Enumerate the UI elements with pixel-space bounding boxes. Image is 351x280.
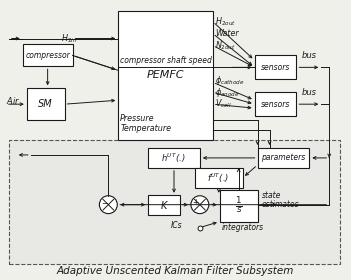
Text: $H_{2out}$: $H_{2out}$ xyxy=(215,15,236,28)
Text: $f^{UT}$(.): $f^{UT}$(.) xyxy=(207,171,230,185)
Text: $h^{UT}$(.): $h^{UT}$(.) xyxy=(161,151,187,165)
Bar xyxy=(27,88,65,120)
Text: Pressure: Pressure xyxy=(120,114,155,123)
Text: compressor: compressor xyxy=(25,51,70,60)
Text: ICs: ICs xyxy=(170,221,182,230)
Circle shape xyxy=(99,196,117,214)
Text: bus: bus xyxy=(302,51,316,60)
Bar xyxy=(254,55,296,79)
Text: parameters: parameters xyxy=(261,153,306,162)
Bar xyxy=(23,45,73,66)
Text: $N_{2out}$: $N_{2out}$ xyxy=(215,39,236,52)
Bar xyxy=(254,92,296,116)
Text: state: state xyxy=(261,191,281,200)
Text: $-$: $-$ xyxy=(100,197,108,206)
Bar xyxy=(148,148,200,168)
Text: $K$: $K$ xyxy=(160,199,168,211)
Text: $V_{cell}$: $V_{cell}$ xyxy=(215,98,232,110)
Text: $\frac{1}{s}$: $\frac{1}{s}$ xyxy=(235,195,243,216)
Text: SM: SM xyxy=(38,99,53,109)
Bar xyxy=(195,168,243,188)
Text: $\phi_{cathode}$: $\phi_{cathode}$ xyxy=(215,74,245,87)
Bar xyxy=(148,195,180,215)
Bar xyxy=(258,148,309,168)
Text: $\phi_{anode}$: $\phi_{anode}$ xyxy=(215,86,239,99)
Bar xyxy=(118,11,213,140)
Text: Temperature: Temperature xyxy=(120,123,171,132)
Text: Adaptive Unscented Kalman Filter Subsystem: Adaptive Unscented Kalman Filter Subsyst… xyxy=(57,266,294,276)
Text: Water: Water xyxy=(215,29,238,38)
Bar xyxy=(220,190,258,221)
Text: $+$: $+$ xyxy=(192,197,200,207)
Text: sensors: sensors xyxy=(261,63,290,72)
Text: compressor shaft speed: compressor shaft speed xyxy=(120,56,212,65)
Text: $H_{2in}$: $H_{2in}$ xyxy=(61,32,77,45)
Text: $Air$: $Air$ xyxy=(6,95,20,106)
Text: bus: bus xyxy=(302,88,316,97)
Text: PEMFC: PEMFC xyxy=(147,70,184,80)
Text: integrators: integrators xyxy=(222,223,264,232)
Bar xyxy=(9,140,340,264)
Circle shape xyxy=(191,196,209,214)
Text: estimates: estimates xyxy=(261,200,299,209)
Text: sensors: sensors xyxy=(261,100,290,109)
